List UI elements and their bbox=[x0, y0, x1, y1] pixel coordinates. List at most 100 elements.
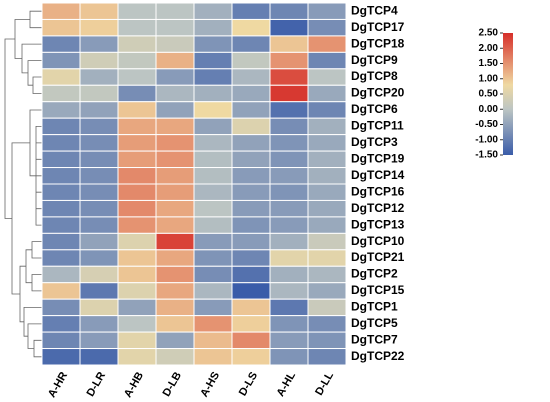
heat-cell bbox=[41, 331, 81, 350]
row-label: DgTCP16 bbox=[351, 184, 405, 198]
heat-cell bbox=[117, 249, 157, 267]
column-label: D-LR bbox=[85, 370, 109, 399]
heat-cell bbox=[307, 282, 347, 300]
heat-cell bbox=[307, 101, 347, 119]
heat-cell bbox=[193, 348, 233, 366]
heat-cell bbox=[79, 298, 119, 317]
heat-cell bbox=[117, 232, 157, 251]
heat-cell bbox=[117, 84, 157, 103]
row-label: DgTCP14 bbox=[351, 168, 405, 182]
heat-cell bbox=[231, 51, 271, 70]
colorbar-label: 1.50 bbox=[479, 58, 499, 69]
heat-cell bbox=[41, 199, 81, 218]
heat-cell bbox=[307, 249, 347, 267]
heat-cell bbox=[79, 199, 119, 218]
heat-cell bbox=[307, 18, 347, 37]
heat-cell bbox=[193, 331, 233, 350]
heat-cell bbox=[155, 282, 195, 300]
heat-cell bbox=[155, 298, 195, 317]
heat-cell bbox=[231, 35, 271, 53]
heat-cell bbox=[41, 51, 81, 70]
heat-cell bbox=[193, 134, 233, 152]
heat-cell bbox=[79, 68, 119, 86]
heat-cell bbox=[269, 101, 309, 119]
heat-cell bbox=[307, 331, 347, 350]
heat-cell bbox=[307, 2, 347, 20]
heat-cell bbox=[41, 101, 81, 119]
heat-cell bbox=[79, 348, 119, 366]
heat-cell bbox=[117, 150, 157, 169]
heat-cell bbox=[41, 68, 81, 86]
heat-cell bbox=[79, 101, 119, 119]
row-label: DgTCP6 bbox=[351, 102, 398, 116]
heat-cell bbox=[41, 18, 81, 37]
colorbar-label: -1.00 bbox=[475, 134, 498, 145]
heat-cell bbox=[231, 134, 271, 152]
heat-cell bbox=[231, 150, 271, 169]
heat-cell bbox=[193, 315, 233, 333]
heat-cell bbox=[307, 117, 347, 136]
row-label: DgTCP19 bbox=[351, 151, 405, 165]
heat-cell bbox=[307, 51, 347, 70]
heat-cell bbox=[307, 199, 347, 218]
heat-cell bbox=[155, 265, 195, 284]
heat-cell bbox=[79, 216, 119, 234]
heat-cell bbox=[231, 199, 271, 218]
heat-cell bbox=[269, 150, 309, 169]
heat-cell bbox=[231, 2, 271, 20]
row-label: DgTCP11 bbox=[351, 119, 404, 133]
heat-cell bbox=[193, 249, 233, 267]
heat-cell bbox=[79, 134, 119, 152]
heat-cell bbox=[41, 134, 81, 152]
heat-cell bbox=[269, 348, 309, 366]
heat-cell bbox=[79, 265, 119, 284]
heat-cell bbox=[307, 216, 347, 234]
heat-cell bbox=[117, 298, 157, 317]
heat-cell bbox=[155, 331, 195, 350]
heat-cell bbox=[155, 315, 195, 333]
heat-cell bbox=[231, 232, 271, 251]
row-label: DgTCP15 bbox=[351, 283, 405, 297]
row-label: DgTCP10 bbox=[351, 234, 405, 248]
heat-cell bbox=[307, 183, 347, 201]
column-label: A-HL bbox=[275, 370, 299, 399]
row-label: DgTCP9 bbox=[351, 53, 398, 67]
row-label: DgTCP18 bbox=[351, 36, 405, 50]
row-label: DgTCP22 bbox=[351, 349, 405, 363]
heat-cell bbox=[269, 2, 309, 20]
heat-cell bbox=[307, 265, 347, 284]
heat-cell bbox=[41, 167, 81, 185]
heat-cell bbox=[117, 68, 157, 86]
heat-cell bbox=[307, 150, 347, 169]
heat-cell bbox=[41, 216, 81, 234]
heat-cell bbox=[41, 232, 81, 251]
heat-cell bbox=[79, 331, 119, 350]
heat-cell bbox=[155, 35, 195, 53]
heat-cell bbox=[155, 232, 195, 251]
heat-cell bbox=[79, 249, 119, 267]
heat-cell bbox=[79, 232, 119, 251]
column-label: A-HR bbox=[46, 370, 70, 400]
heat-cell bbox=[79, 84, 119, 103]
colorbar-label: 2.50 bbox=[479, 28, 499, 39]
heat-cell bbox=[155, 150, 195, 169]
heat-cell bbox=[41, 315, 81, 333]
column-label: A-HS bbox=[198, 370, 222, 399]
heat-cell bbox=[231, 18, 271, 37]
heat-cell bbox=[155, 51, 195, 70]
heat-cell bbox=[41, 265, 81, 284]
heat-cell bbox=[79, 183, 119, 201]
heat-cell bbox=[269, 265, 309, 284]
colorbar-label: 0.00 bbox=[479, 104, 499, 115]
column-label: A-HB bbox=[122, 370, 146, 400]
row-label: DgTCP17 bbox=[351, 20, 405, 34]
heat-cell bbox=[117, 331, 157, 350]
heat-cell bbox=[269, 68, 309, 86]
heat-cell bbox=[193, 2, 233, 20]
heat-cell bbox=[269, 232, 309, 251]
heat-cell bbox=[41, 348, 81, 366]
heat-cell bbox=[117, 2, 157, 20]
colorbar-label: -0.50 bbox=[475, 119, 498, 130]
heat-cell bbox=[117, 18, 157, 37]
heat-cell bbox=[193, 150, 233, 169]
